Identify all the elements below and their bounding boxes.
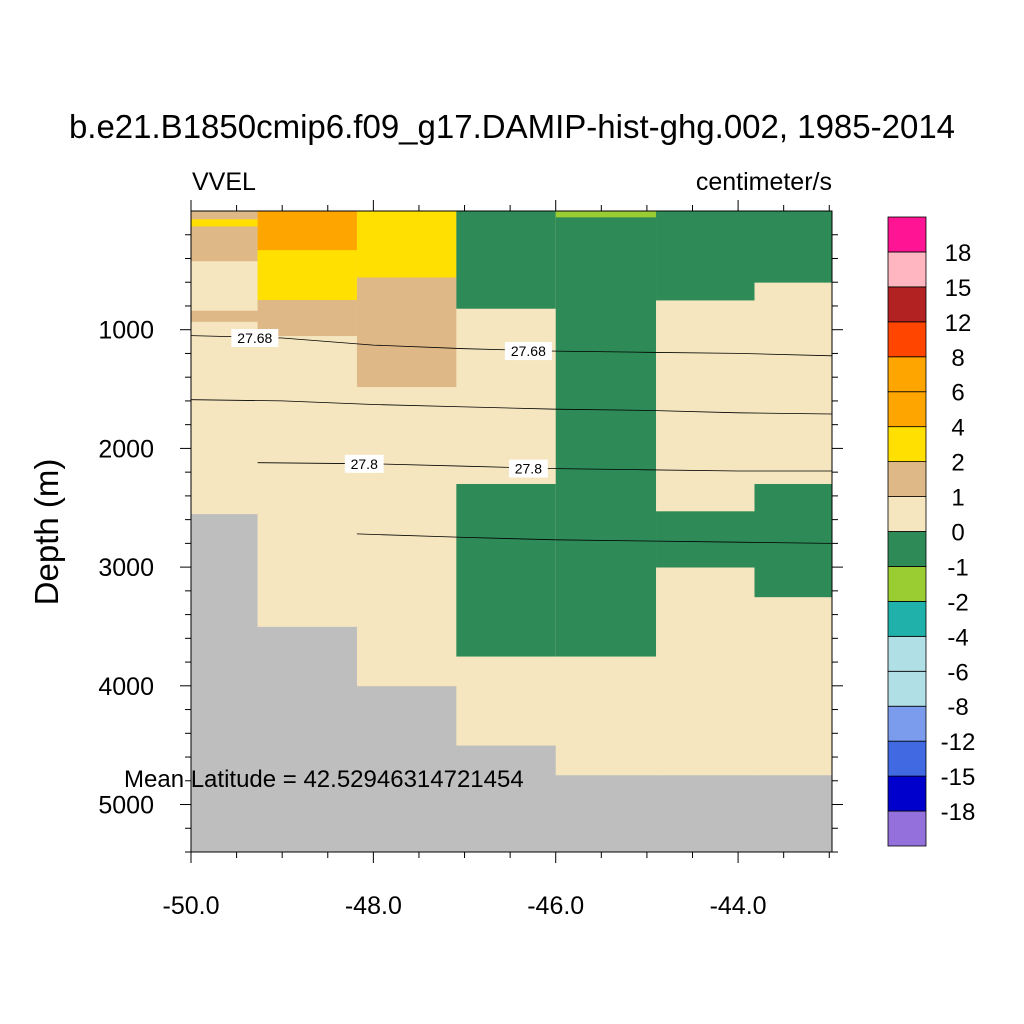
contour-label-bg <box>344 454 384 473</box>
colorbar-level-label: 8 <box>951 345 964 372</box>
contour-label-2-1: 27.8 <box>515 461 542 477</box>
colorbar-swatch <box>887 810 927 847</box>
x-tick-label: -46.0 <box>527 892 584 920</box>
colorbar-swatch <box>887 321 927 358</box>
colorbar-swatch <box>887 566 927 602</box>
field-cell-8 <box>257 250 358 301</box>
colorbar-swatch <box>887 600 927 637</box>
field-cell-18 <box>555 211 657 218</box>
field-cell-2 <box>191 211 258 220</box>
colorbar-level-label: 4 <box>951 415 964 442</box>
colorbar-swatch <box>887 705 927 742</box>
y-tick-label: 5000 <box>98 792 154 820</box>
field-cell-11 <box>356 211 457 278</box>
axes: -50.0 -48.0 -46.0 -44.0 1000 2000 3000 4000 5000 <box>98 200 843 920</box>
colorbar-swatch <box>887 670 927 707</box>
contour-label-0-0: 27.68 <box>237 330 272 346</box>
field-cell-12 <box>356 277 457 388</box>
colorbar-level-label: -1 <box>947 554 968 581</box>
colorbar-swatch <box>887 251 927 288</box>
colorbar-level-label: 2 <box>951 450 964 477</box>
field-cell-5 <box>191 310 258 322</box>
colorbar-swatch <box>887 426 927 463</box>
density-contours: 27.68 27.68 27.8 27.8 <box>190 329 833 544</box>
colorbar-level-label: 6 <box>951 380 964 407</box>
contour-label-2-0: 27.8 <box>351 456 378 472</box>
colorbar-level-label: 18 <box>945 240 972 267</box>
colorbar-swatch <box>887 531 927 567</box>
colorbar-level-label: -18 <box>941 799 976 826</box>
field-cell-24 <box>754 484 833 598</box>
field-cell-17 <box>555 211 657 657</box>
x-tick-label: -50.0 <box>163 892 220 920</box>
y-tick-label: 3000 <box>98 554 154 582</box>
contour-label-0-1: 27.68 <box>511 343 546 359</box>
y-tick-label: 1000 <box>98 317 154 345</box>
y-tick-label: 2000 <box>98 435 154 463</box>
colorbar-swatch <box>887 391 927 428</box>
colorbar-level-label: 12 <box>945 310 972 337</box>
field-cell-4 <box>191 226 258 262</box>
field-cell-1 <box>191 211 258 515</box>
plot-frame <box>190 210 833 853</box>
x-tick-label: -44.0 <box>710 892 767 920</box>
colorbar-swatch <box>887 635 927 672</box>
colorbar-level-label: -12 <box>941 729 976 756</box>
colorbar-level-label: 1 <box>951 485 964 512</box>
colorbar-swatch <box>887 740 927 777</box>
contour-label-bg <box>231 329 279 348</box>
colorbar-swatch <box>887 216 927 253</box>
x-tick-label: -48.0 <box>345 892 402 920</box>
y-tick-label: 4000 <box>98 673 154 701</box>
field-cell-21 <box>656 511 755 568</box>
colorbar-swatch <box>887 461 927 497</box>
colorbar-level-label: -6 <box>947 659 968 686</box>
contour-label-bg <box>508 459 548 478</box>
contour-line-3 <box>356 533 833 544</box>
contour-label-bg <box>504 342 552 361</box>
field-cell-20 <box>656 211 755 301</box>
colorbar-level-label: -15 <box>941 764 976 791</box>
colorbar-swatch <box>887 496 927 532</box>
colorbar-swatch <box>887 775 927 812</box>
colorbar-level-label: -2 <box>947 589 968 616</box>
contour-line-1 <box>190 399 833 415</box>
field-cell-14 <box>456 211 557 309</box>
colorbar-swatch <box>887 356 927 393</box>
colorbar-level-label: 0 <box>951 520 964 547</box>
colorbar-level-label: 15 <box>945 275 972 302</box>
field-cell-15 <box>456 484 557 657</box>
field-cell-3 <box>191 219 258 227</box>
field-cell-7 <box>257 211 358 251</box>
field-cell-23 <box>754 211 833 283</box>
variable-label: VVEL <box>192 168 256 196</box>
chart-title: b.e21.B1850cmip6.f09_g17.DAMIP-hist-ghg.… <box>69 108 955 145</box>
field-cells <box>191 211 833 853</box>
y-axis-label: Depth (m) <box>28 459 65 606</box>
colorbar-level-label: -8 <box>947 694 968 721</box>
units-label: centimeter/s <box>696 168 832 196</box>
mean-latitude-annotation: Mean Latitude = 42.52946314721454 <box>124 766 524 793</box>
colorbar-level-label: -4 <box>947 624 968 651</box>
field-cell-19 <box>656 211 755 776</box>
colorbar-swatch <box>887 286 927 323</box>
